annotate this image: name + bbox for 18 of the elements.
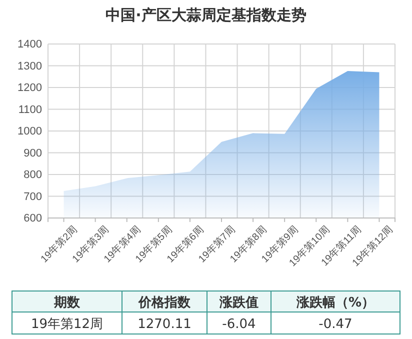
text: 1270.11 (138, 317, 192, 332)
y-tick-label: 900 (24, 147, 42, 160)
text: -6.04 (222, 317, 256, 332)
y-tick-label: 700 (24, 190, 42, 203)
y-tick-label: 1000 (18, 126, 42, 138)
chart-title: 中国·产区大蒜周定基指数走势 (106, 6, 306, 24)
text: 涨跌值 (218, 296, 258, 310)
y-tick-label: 1100 (18, 104, 42, 116)
y-tick-label: 1200 (18, 82, 42, 94)
text: -0.47 (318, 317, 352, 332)
text: 19年第12周 (30, 317, 104, 332)
y-tick-label: 600 (24, 212, 42, 225)
text: 涨跌幅（%） (295, 296, 375, 310)
text: 期数 (53, 296, 81, 310)
text: 价格指数 (138, 296, 192, 310)
y-tick-label: 1400 (18, 38, 42, 51)
y-tick-label: 1300 (18, 60, 42, 72)
y-tick-label: 800 (24, 169, 42, 182)
